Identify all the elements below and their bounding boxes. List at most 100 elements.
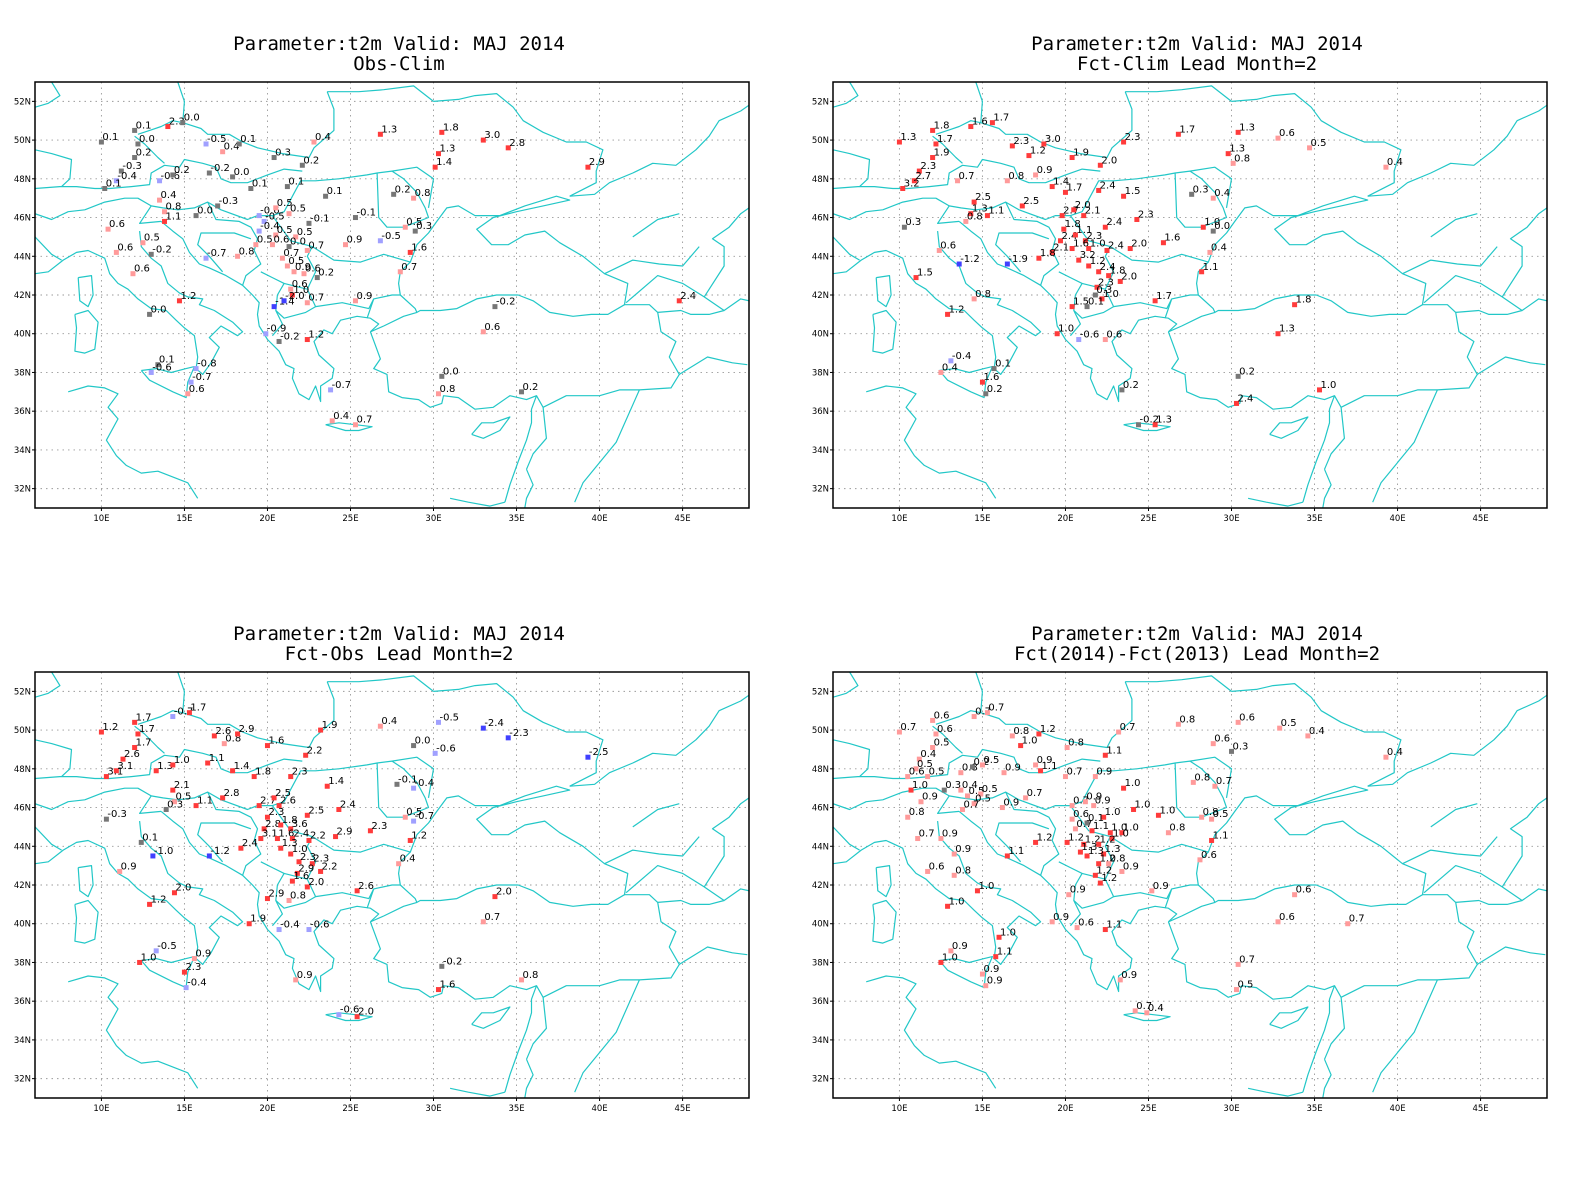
- station-square: [397, 269, 403, 275]
- station-marker: 1.3: [1235, 122, 1255, 135]
- station-value-label: 1.8: [282, 815, 298, 826]
- station-value-label: 2.4: [293, 829, 309, 840]
- station-value-label: 2.3: [1125, 132, 1141, 143]
- station-value-label: 1.2: [1068, 832, 1084, 843]
- coastline: [1372, 979, 1438, 1093]
- station-square: [396, 861, 402, 867]
- station-value-label: 2.3: [1098, 277, 1114, 288]
- station-value-label: 2.0: [1121, 271, 1137, 282]
- station-value-label: 1.3: [1088, 846, 1104, 857]
- station-square: [147, 311, 153, 317]
- station-marker: 0.5: [402, 217, 422, 230]
- station-square: [165, 124, 171, 130]
- station-square: [984, 213, 990, 219]
- panel-title-line1: Parameter:t2m Valid: MAJ 2014: [1031, 623, 1363, 645]
- station-square: [991, 366, 997, 372]
- lon-label: 40E: [591, 1104, 607, 1114]
- coastline: [370, 195, 629, 333]
- station-square: [1190, 779, 1196, 785]
- station-square: [304, 337, 310, 343]
- station-marker: -1.2: [206, 846, 230, 859]
- station-marker: 2.9: [264, 889, 284, 902]
- station-marker: -0.4: [256, 221, 280, 234]
- station-square: [304, 812, 310, 818]
- station-value-label: 1.7: [1156, 291, 1172, 302]
- station-value-label: 0.5: [917, 759, 933, 770]
- station-square: [1038, 768, 1044, 774]
- station-marker: 0.2: [170, 165, 190, 178]
- station-marker: 2.3: [296, 852, 316, 865]
- station-value-label: -0.5: [381, 231, 401, 242]
- station-square: [205, 760, 211, 766]
- coastline: [134, 135, 165, 164]
- coastline: [1333, 894, 1478, 998]
- station-square: [1001, 770, 1007, 776]
- station-value-label: 0.9: [987, 976, 1003, 987]
- station-marker: 2.1: [1049, 242, 1069, 255]
- station-value-label: 1.0: [1058, 324, 1074, 335]
- station-marker: 0.1: [98, 132, 118, 145]
- station-marker: 0.1: [1084, 297, 1104, 310]
- station-value-label: 0.3: [1193, 184, 1209, 195]
- station-square: [236, 141, 242, 147]
- station-square: [113, 178, 119, 184]
- station-square: [153, 948, 159, 954]
- station-marker: 2.4: [1096, 180, 1116, 193]
- station-marker: 0.5: [971, 794, 991, 807]
- station-value-label: 1.1: [997, 947, 1013, 958]
- station-value-label: 1.6: [1073, 239, 1089, 250]
- station-marker: 0.7: [304, 240, 324, 253]
- station-marker: 0.8: [1175, 714, 1195, 727]
- station-marker: 1.0: [289, 285, 309, 298]
- station-value-label: 1.1: [988, 206, 1004, 217]
- station-marker: 1.2: [945, 304, 964, 317]
- station-value-label: 2.6: [124, 749, 140, 760]
- station-square: [925, 774, 931, 780]
- coastline: [833, 672, 859, 698]
- lat-label: 44N: [812, 252, 829, 262]
- station-value-label: 0.9: [1037, 755, 1053, 766]
- station-value-label: 1.2: [1040, 724, 1056, 735]
- coastline: [35, 826, 62, 851]
- station-square: [276, 338, 282, 344]
- station-value-label: 1.2: [180, 291, 196, 302]
- station-value-label: 2.9: [239, 724, 255, 735]
- station-value-label: 0.8: [225, 734, 241, 745]
- station-value-label: -0.1: [356, 208, 376, 219]
- station-value-label: 0.5: [1213, 809, 1229, 820]
- station-square: [1107, 830, 1113, 836]
- coastline: [177, 82, 185, 123]
- station-marker: 0.5: [253, 235, 273, 248]
- coastline: [139, 205, 162, 224]
- station-marker: 0.5: [140, 233, 160, 246]
- station-marker: 1.7: [1175, 124, 1195, 137]
- station-marker: 0.4: [1383, 157, 1403, 170]
- station-value-label: 1.8: [255, 767, 271, 778]
- station-square: [352, 422, 358, 428]
- station-marker: 0.0: [286, 237, 306, 250]
- coastline: [134, 725, 165, 754]
- station-square: [286, 211, 292, 217]
- station-square: [377, 723, 383, 729]
- station-square: [1064, 745, 1070, 751]
- station-value-label: 0.7: [919, 829, 935, 840]
- station-marker: 2.0: [1117, 271, 1137, 284]
- station-value-label: 0.2: [395, 184, 411, 195]
- station-value-label: 0.9: [1086, 792, 1102, 803]
- station-marker: 0.0: [135, 134, 155, 147]
- station-marker: 1.5: [1121, 186, 1140, 199]
- station-square: [989, 120, 995, 126]
- station-square: [407, 249, 413, 255]
- lat-label: 52N: [812, 687, 829, 697]
- station-square: [323, 193, 329, 199]
- coastline: [935, 91, 1133, 159]
- lat-label: 44N: [812, 842, 829, 852]
- station-marker: 2.3: [1121, 132, 1140, 145]
- station-value-label: -0.5: [157, 941, 177, 952]
- station-marker: 0.4: [1210, 188, 1230, 201]
- station-square: [1235, 961, 1241, 967]
- station-marker: 1.4: [230, 761, 250, 774]
- station-marker: 2.3: [1094, 277, 1114, 290]
- station-square: [113, 249, 119, 255]
- station-value-label: 0.6: [1201, 850, 1217, 861]
